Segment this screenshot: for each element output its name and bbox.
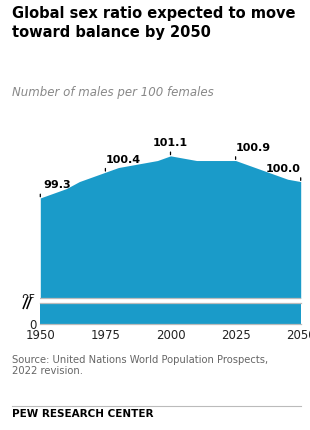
Text: Number of males per 100 females: Number of males per 100 females	[12, 86, 214, 99]
Text: 99.3: 99.3	[43, 181, 71, 190]
Text: 100.0: 100.0	[266, 164, 301, 174]
Text: Source: United Nations World Population Prospects,
2022 revision.: Source: United Nations World Population …	[12, 355, 268, 376]
Text: 100.4: 100.4	[105, 155, 140, 165]
Text: 101.1: 101.1	[153, 138, 188, 148]
Text: PEW RESEARCH CENTER: PEW RESEARCH CENTER	[12, 409, 154, 419]
Text: Global sex ratio expected to move
toward balance by 2050: Global sex ratio expected to move toward…	[12, 6, 296, 40]
Text: 100.9: 100.9	[236, 143, 271, 153]
